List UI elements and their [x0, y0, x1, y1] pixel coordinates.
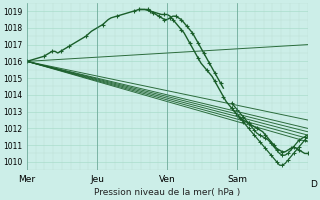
Text: D: D [310, 180, 317, 189]
X-axis label: Pression niveau de la mer( hPa ): Pression niveau de la mer( hPa ) [94, 188, 240, 197]
